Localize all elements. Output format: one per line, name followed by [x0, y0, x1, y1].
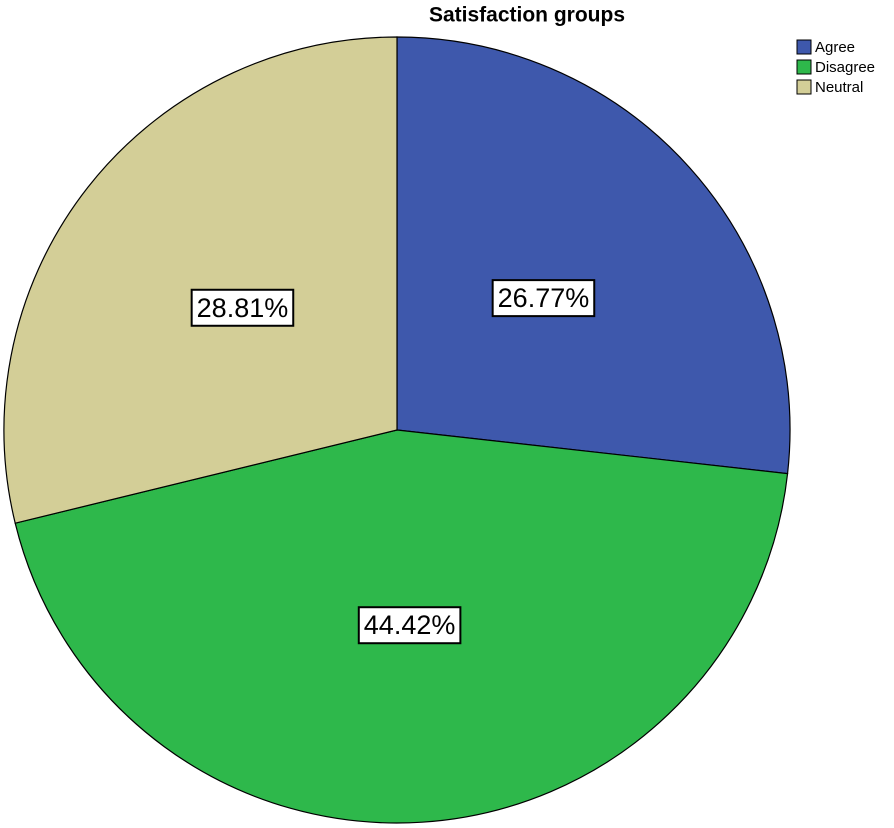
pie-slice: [396, 36, 791, 475]
data-label-box: [190, 288, 295, 327]
data-label: 44.42%: [364, 610, 456, 640]
data-label-group: 44.42%: [357, 606, 462, 645]
data-label: 28.81%: [197, 293, 289, 323]
data-label: 26.77%: [498, 283, 590, 313]
legend-label: Disagree: [815, 59, 875, 76]
legend-label: Neutral: [815, 79, 863, 96]
pie-slice: [3, 36, 398, 524]
data-label-box: [491, 279, 596, 318]
data-label-group: 26.77%: [491, 279, 596, 318]
legend-swatch: [796, 39, 812, 55]
data-label-box: [357, 606, 462, 645]
chart-title: Satisfaction groups: [429, 4, 625, 27]
legend-swatch: [796, 79, 812, 95]
data-label-group: 28.81%: [190, 288, 295, 327]
legend-label: Agree: [815, 39, 855, 56]
legend-swatch: [796, 59, 812, 75]
